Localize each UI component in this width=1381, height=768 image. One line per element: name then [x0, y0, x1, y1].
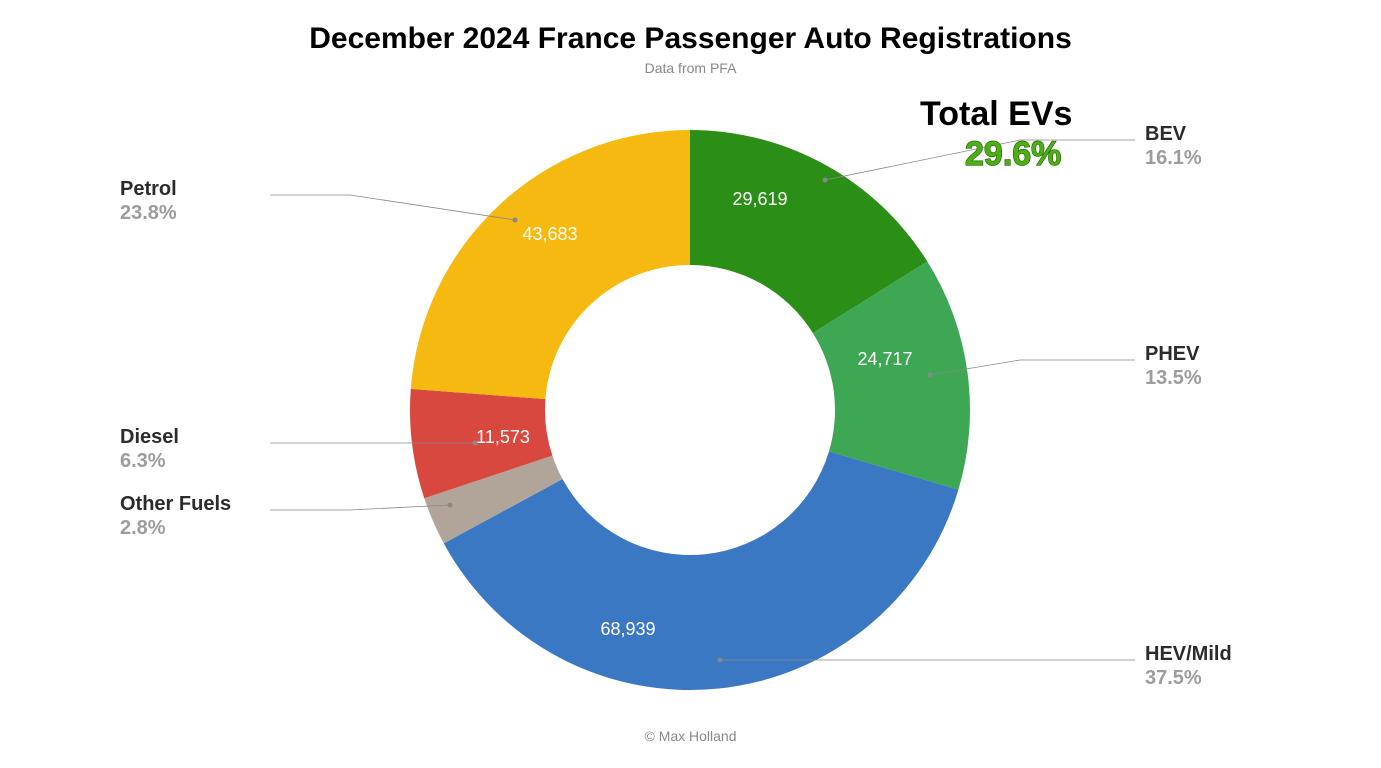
chart-copyright: © Max Holland	[0, 728, 1381, 744]
label-petrol: Petrol	[120, 178, 177, 200]
total-ev-label: Total EVs	[920, 95, 1072, 133]
value-petrol: 43,683	[522, 224, 577, 244]
leader-line-petrol	[270, 195, 515, 220]
chart-subtitle: Data from PFA	[0, 60, 1381, 76]
slice-petrol	[411, 130, 690, 399]
label-pct-hev: 37.5%	[1145, 667, 1202, 689]
chart-title: December 2024 France Passenger Auto Regi…	[0, 22, 1381, 56]
total-ev-pct: 29.6%	[965, 135, 1061, 173]
label-hev: HEV/Mild	[1145, 643, 1232, 665]
leader-line-other	[270, 505, 450, 510]
label-bev: BEV	[1145, 123, 1187, 145]
value-diesel: 11,573	[476, 427, 530, 447]
label-pct-diesel: 6.3%	[120, 450, 166, 472]
label-pct-other: 2.8%	[120, 517, 166, 539]
label-pct-phev: 13.5%	[1145, 367, 1202, 389]
label-diesel: Diesel	[120, 426, 179, 448]
value-phev: 24,717	[857, 349, 912, 369]
value-bev: 29,619	[732, 189, 787, 209]
donut-chart: BEV16.1% 29,619 PHEV13.5% 24,717 HEV/Mild37.…	[0, 80, 1381, 720]
value-hev: 68,939	[600, 619, 655, 639]
label-phev: PHEV	[1145, 343, 1200, 365]
label-pct-petrol: 23.8%	[120, 202, 177, 224]
label-other: Other Fuels	[120, 493, 231, 515]
label-pct-bev: 16.1%	[1145, 147, 1202, 169]
